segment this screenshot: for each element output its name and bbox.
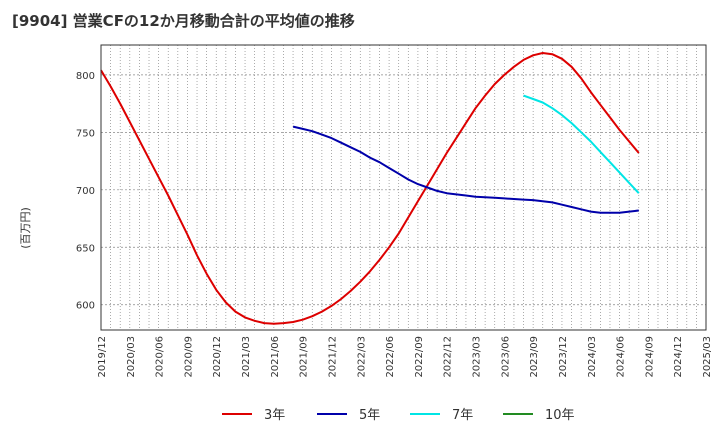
x-tick-label: 2022/06 [385,336,396,378]
x-tick-label: 2025/03 [702,336,713,378]
y-tick-label: 650 [76,243,95,254]
y-tick-label: 600 [76,301,95,312]
legend-label-3: 7年 [452,408,473,423]
legend-label-1: 3年 [264,408,285,423]
x-tick-label: 2020/06 [155,336,166,378]
x-tick-label: 2023/03 [472,336,483,378]
series-line-3 [523,94,640,194]
x-tick-label: 2021/06 [270,336,281,378]
x-tick-label: 2024/06 [616,336,627,378]
chart-title: [9904] 営業CFの12か月移動合計の平均値の推移 [12,12,355,30]
series-line-2 [292,125,639,214]
series-lines [100,52,640,325]
x-tick-label: 2022/03 [356,336,367,378]
legend: 3年 5年 7年 10年 [222,408,575,423]
x-tick-label: 2020/03 [126,336,137,378]
y-tick-label: 800 [76,71,95,82]
y-tick-label: 700 [76,186,95,197]
x-tick-label: 2023/06 [500,336,511,378]
y-tick-label: 750 [76,128,95,139]
x-tick-label: 2020/09 [183,336,194,378]
x-tick-label: 2022/09 [414,336,425,378]
plot-frame [100,44,707,331]
x-tick-label: 2023/12 [558,336,569,378]
x-tick-label: 2022/12 [443,336,454,378]
x-tick-label: 2024/03 [587,336,598,378]
x-tick-label: 2021/03 [241,336,252,378]
x-tick-label: 2024/09 [644,336,655,378]
grid-layer [101,45,706,330]
x-tick-label: 2021/12 [327,336,338,378]
legend-label-2: 5年 [359,408,380,423]
x-tick-label: 2023/09 [529,336,540,378]
x-tick-label: 2021/09 [299,336,310,378]
x-tick-label: 2020/12 [212,336,223,378]
legend-label-4: 10年 [545,408,575,423]
series-line-1 [100,52,640,325]
x-tick-label: 2019/12 [97,336,108,378]
y-tick-labels: 600 650 700 750 800 [76,71,95,312]
x-tick-label: 2024/12 [673,336,684,378]
x-tick-labels: 2019/12 2020/03 2020/06 2020/09 2020/12 2021/… [97,336,713,378]
